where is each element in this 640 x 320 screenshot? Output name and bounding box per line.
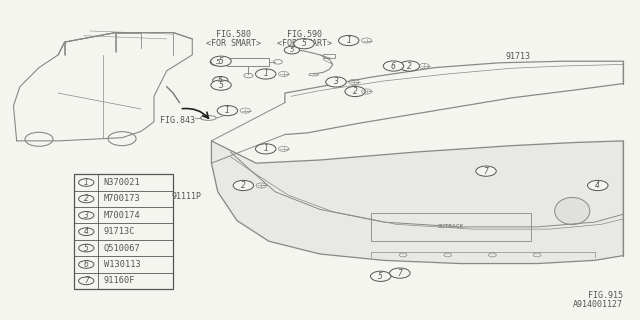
Text: 7: 7 <box>397 268 403 278</box>
Text: FIG.843: FIG.843 <box>161 116 195 125</box>
Text: M700173: M700173 <box>104 195 140 204</box>
Circle shape <box>255 144 276 154</box>
Text: 5: 5 <box>290 47 294 53</box>
Bar <box>74 174 173 289</box>
Circle shape <box>371 271 391 281</box>
Text: 2: 2 <box>353 87 358 96</box>
Text: 3: 3 <box>84 211 89 220</box>
Text: 1: 1 <box>263 144 268 153</box>
Circle shape <box>79 195 94 203</box>
Text: 6: 6 <box>84 260 89 269</box>
Circle shape <box>339 36 359 46</box>
Text: FIG.580: FIG.580 <box>216 30 252 39</box>
Circle shape <box>210 58 225 66</box>
Text: 3: 3 <box>333 77 339 86</box>
Text: 7: 7 <box>84 276 89 285</box>
Circle shape <box>383 61 404 71</box>
Circle shape <box>79 212 94 219</box>
Text: 1: 1 <box>225 106 230 115</box>
Circle shape <box>211 56 231 66</box>
Circle shape <box>399 61 420 71</box>
Circle shape <box>345 86 365 97</box>
Text: 6: 6 <box>391 61 396 70</box>
Circle shape <box>326 77 346 87</box>
Text: FIG.590: FIG.590 <box>287 30 321 39</box>
Circle shape <box>255 69 276 79</box>
Circle shape <box>588 180 608 191</box>
Bar <box>371 212 531 241</box>
Text: 5: 5 <box>219 57 223 66</box>
Circle shape <box>217 106 237 116</box>
Text: OUTBACK: OUTBACK <box>438 224 464 229</box>
Text: 91160F: 91160F <box>104 276 135 285</box>
Text: 5: 5 <box>216 59 220 65</box>
Text: 91111P: 91111P <box>172 192 202 201</box>
Circle shape <box>211 80 231 90</box>
Circle shape <box>79 260 94 268</box>
Text: 2: 2 <box>407 61 412 70</box>
Text: M700174: M700174 <box>104 211 140 220</box>
Text: 4: 4 <box>595 181 600 190</box>
Text: 1: 1 <box>84 178 89 187</box>
Circle shape <box>79 228 94 236</box>
Text: 5: 5 <box>218 77 223 83</box>
Text: A914001127: A914001127 <box>573 300 623 309</box>
Text: 91713C: 91713C <box>104 227 135 236</box>
Text: 5: 5 <box>84 244 89 252</box>
Text: N370021: N370021 <box>104 178 140 187</box>
Polygon shape <box>211 141 623 264</box>
Circle shape <box>79 179 94 186</box>
Text: 2: 2 <box>241 181 246 190</box>
Text: 2: 2 <box>84 195 89 204</box>
Text: <FOR SMART>: <FOR SMART> <box>206 39 261 48</box>
Text: 91713: 91713 <box>505 52 530 61</box>
Text: 4: 4 <box>84 227 89 236</box>
Text: 7: 7 <box>484 167 488 176</box>
Text: 1: 1 <box>263 69 268 78</box>
Circle shape <box>79 244 94 252</box>
Circle shape <box>212 76 228 84</box>
Text: FIG.915: FIG.915 <box>588 291 623 300</box>
Text: 5: 5 <box>378 272 383 281</box>
Text: 1: 1 <box>346 36 351 45</box>
Circle shape <box>233 180 253 191</box>
Text: 5: 5 <box>301 39 307 48</box>
Text: W130113: W130113 <box>104 260 140 269</box>
Bar <box>227 58 269 66</box>
Text: Q510067: Q510067 <box>104 244 140 252</box>
Ellipse shape <box>555 197 590 225</box>
Circle shape <box>390 268 410 278</box>
Circle shape <box>79 277 94 285</box>
Text: <FOR SMART>: <FOR SMART> <box>276 39 332 48</box>
Bar <box>323 54 335 58</box>
Circle shape <box>294 39 314 49</box>
Circle shape <box>284 46 300 54</box>
Circle shape <box>476 166 496 176</box>
Text: 5: 5 <box>219 81 223 90</box>
